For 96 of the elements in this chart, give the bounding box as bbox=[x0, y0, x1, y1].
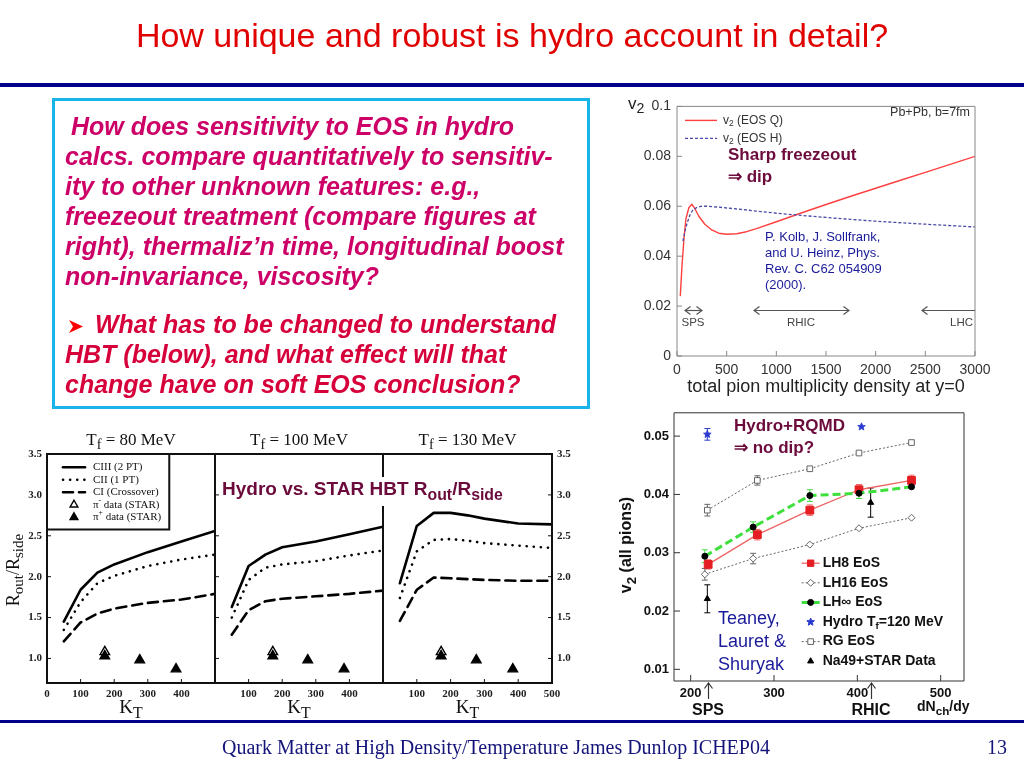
x-tick-label: 500 bbox=[543, 687, 561, 700]
point bbox=[435, 649, 447, 660]
x-axis-title: dN$_{ch}$/dy bbox=[917, 698, 970, 717]
annotation: Pb+Pb, b=7fm bbox=[890, 105, 970, 120]
point bbox=[857, 422, 866, 431]
x-tick-label: 100 bbox=[72, 687, 90, 700]
y-tick-label: 1.5 bbox=[28, 610, 43, 623]
legend-label: RG EoS bbox=[822, 632, 875, 649]
point bbox=[908, 439, 915, 446]
point bbox=[907, 513, 916, 522]
point bbox=[908, 483, 915, 491]
point bbox=[170, 662, 182, 673]
y-tick-label: 0.05 bbox=[643, 427, 669, 443]
point bbox=[507, 662, 519, 673]
text: How unique and robust is hydro account in detail? bbox=[134, 16, 890, 55]
point bbox=[302, 653, 314, 664]
x-tick-label: 400 bbox=[341, 687, 359, 700]
x-tick-label: 100 bbox=[408, 687, 426, 700]
point bbox=[470, 653, 482, 664]
annotation: LHC bbox=[949, 315, 973, 329]
x-tick-label: 200 bbox=[679, 685, 702, 701]
x-tick-label: 1000 bbox=[760, 361, 793, 378]
legend-label: CII (1 PT) bbox=[93, 472, 140, 486]
x-tick-label: 400 bbox=[173, 687, 191, 700]
chart-title: T$_{f}$ = 100 MeV bbox=[249, 430, 349, 454]
x-tick-label: 400 bbox=[509, 687, 527, 700]
annotation: Hydro+RQMD ⇒ no dip? bbox=[734, 415, 846, 459]
legend-label: CIII (2 PT) bbox=[93, 460, 143, 474]
x-tick-label: 500 bbox=[714, 361, 739, 378]
text: RHIC bbox=[851, 700, 891, 719]
y-tick-label: 3.0 bbox=[28, 487, 43, 500]
y-tick-label: 2.5 bbox=[557, 528, 572, 541]
y-tick-label: 0.02 bbox=[643, 602, 669, 618]
line-series bbox=[62, 592, 215, 643]
x-tick-label: 2000 bbox=[860, 361, 892, 378]
line-series bbox=[62, 553, 215, 632]
annotation: SPS bbox=[681, 315, 705, 329]
x-tick-label: 1500 bbox=[810, 361, 842, 378]
chart-title: T$_{f}$ = 80 MeV bbox=[85, 430, 177, 454]
point bbox=[338, 662, 350, 673]
y-tick-label: 0.1 bbox=[651, 97, 672, 114]
line-series bbox=[398, 537, 552, 600]
legend-label: Na49+STAR Data bbox=[822, 652, 936, 669]
x-tick-label: 300 bbox=[763, 685, 785, 701]
point bbox=[134, 653, 146, 664]
point bbox=[99, 649, 111, 660]
y-tick-label: 0 bbox=[663, 346, 672, 363]
text: How does sensitivity to EOS in hydro calcs. compare quantitatively to sensitiv-ity to other unknown features: e.g., freezeout treatment (compare figures at right), thermaliz’n time, longitudinal boost non-invariance, viscosity? bbox=[65, 112, 564, 290]
x-tick-label: 0 bbox=[44, 687, 51, 700]
point bbox=[867, 498, 875, 505]
x-tick-label: 3000 bbox=[959, 361, 991, 378]
y-tick-label: 0.04 bbox=[643, 247, 672, 264]
chart-title: T$_{f}$ = 130 MeV bbox=[417, 430, 518, 454]
annotation: RHIC bbox=[786, 315, 816, 329]
x-axis-title: total pion multiplicity density at y=0 bbox=[686, 376, 966, 397]
point bbox=[701, 552, 709, 560]
point bbox=[267, 649, 279, 660]
x-tick-label: 400 bbox=[846, 685, 869, 701]
y-tick-label: 0.03 bbox=[643, 544, 669, 560]
annotation: Sharp freezeout ⇒ dip bbox=[728, 145, 858, 188]
y-tick-label: 2.5 bbox=[28, 528, 43, 541]
point bbox=[703, 594, 711, 602]
legend-label: LH16 EoS bbox=[822, 573, 888, 590]
text: SPS bbox=[691, 700, 725, 719]
point bbox=[806, 465, 814, 473]
legend-label: LH∞ EoS bbox=[822, 593, 883, 610]
y-tick-label: 3.5 bbox=[557, 446, 572, 459]
x-tick-label: 500 bbox=[929, 685, 952, 701]
annotation: Hydro vs. STAR HBT R$_{out}$/R$_{side}$ bbox=[222, 477, 503, 506]
line-series bbox=[398, 576, 552, 623]
legend-label: LH8 EoS bbox=[822, 554, 881, 571]
text: 13 bbox=[987, 736, 1007, 759]
legend-label: CI (Crossover) bbox=[93, 485, 160, 499]
y-tick-label: 2.0 bbox=[557, 569, 572, 582]
y-tick-label: 0.08 bbox=[643, 147, 672, 164]
y-tick-label: 0.01 bbox=[643, 660, 669, 676]
point bbox=[805, 540, 814, 549]
text: What has to be changed to understand HBT (below), and what effect will that change have on soft EOS conclusion? bbox=[65, 310, 557, 398]
x-tick-label: 100 bbox=[240, 687, 258, 700]
y-tick-label: 3.0 bbox=[557, 487, 572, 500]
point bbox=[855, 449, 863, 457]
annotation: P. Kolb, J. Sollfrank, and U. Heinz, Phys. Rev. C. C62 054909 (2000). bbox=[765, 229, 883, 293]
y-tick-label: 1.0 bbox=[28, 651, 43, 664]
y-axis-title: v$_{2}$ bbox=[628, 94, 645, 117]
annotation: Teaney, Lauret & Shuryak bbox=[718, 607, 788, 676]
y-tick-label: 0.06 bbox=[643, 197, 672, 214]
y-tick-label: 1.0 bbox=[557, 651, 572, 664]
y-tick-label: 1.5 bbox=[557, 610, 572, 623]
y-tick-label: 3.5 bbox=[28, 446, 43, 459]
line-series bbox=[682, 205, 975, 242]
point bbox=[855, 524, 863, 533]
y-tick-label: 0.02 bbox=[643, 296, 672, 313]
y-tick-label: 2.0 bbox=[28, 569, 43, 582]
text: Quark Matter at High Density/Temperature James Dunlop ICHEP04 bbox=[221, 736, 771, 759]
y-tick-label: 0.04 bbox=[643, 486, 670, 501]
x-tick-label: 2500 bbox=[909, 361, 942, 378]
